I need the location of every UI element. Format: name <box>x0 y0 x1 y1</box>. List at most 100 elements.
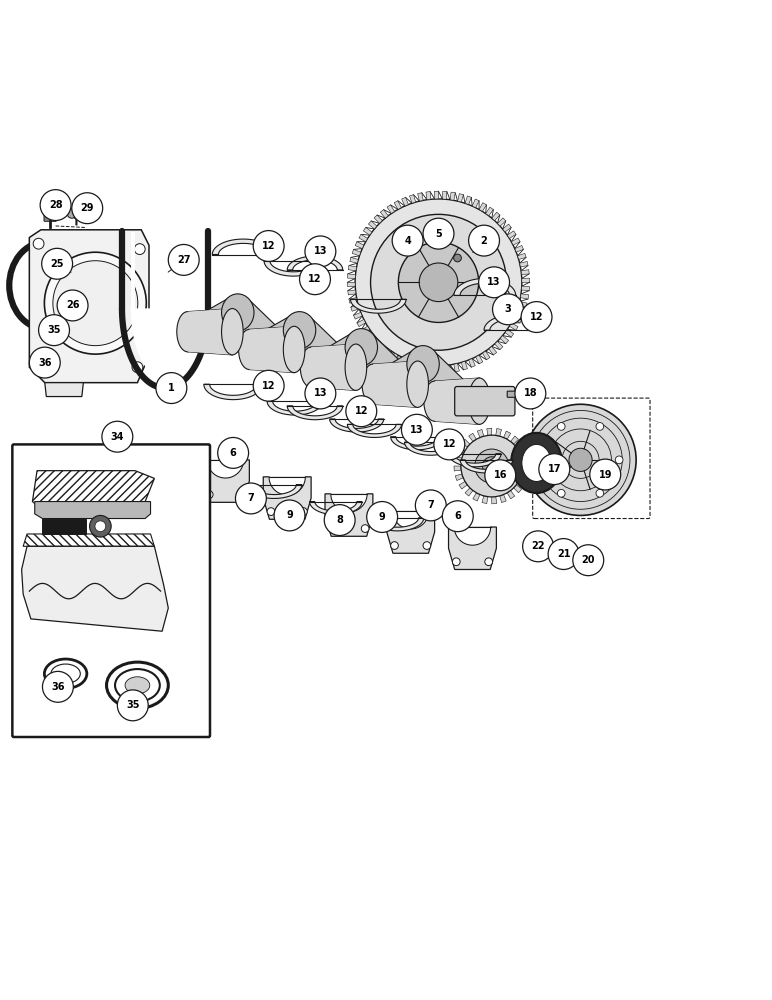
Polygon shape <box>387 205 394 214</box>
Polygon shape <box>519 478 527 485</box>
Polygon shape <box>347 424 401 437</box>
Circle shape <box>434 429 465 460</box>
Text: 36: 36 <box>51 682 65 692</box>
Circle shape <box>361 525 369 532</box>
Polygon shape <box>418 193 423 201</box>
Text: 3: 3 <box>505 304 511 314</box>
Polygon shape <box>398 357 405 366</box>
Ellipse shape <box>522 444 551 481</box>
Polygon shape <box>204 384 262 400</box>
Text: 9: 9 <box>286 510 293 520</box>
Circle shape <box>423 542 431 549</box>
Ellipse shape <box>239 329 260 370</box>
Polygon shape <box>503 431 510 439</box>
Circle shape <box>523 531 554 562</box>
Circle shape <box>392 225 423 256</box>
Polygon shape <box>510 323 518 330</box>
Circle shape <box>267 508 275 515</box>
Circle shape <box>557 489 565 497</box>
Polygon shape <box>510 436 519 444</box>
Text: 12: 12 <box>262 241 276 251</box>
Polygon shape <box>392 511 429 529</box>
Polygon shape <box>368 221 377 229</box>
Circle shape <box>454 254 462 262</box>
Polygon shape <box>462 361 467 370</box>
Ellipse shape <box>469 378 490 424</box>
Polygon shape <box>311 344 356 390</box>
Circle shape <box>324 505 355 536</box>
Circle shape <box>615 456 623 464</box>
Polygon shape <box>378 344 385 352</box>
Polygon shape <box>348 290 356 295</box>
Polygon shape <box>310 502 362 515</box>
Polygon shape <box>264 261 323 276</box>
Polygon shape <box>515 246 523 252</box>
Circle shape <box>493 294 523 325</box>
Polygon shape <box>487 428 492 435</box>
Circle shape <box>235 483 266 514</box>
Polygon shape <box>454 527 491 545</box>
Circle shape <box>590 459 621 490</box>
Ellipse shape <box>345 329 378 366</box>
Text: 21: 21 <box>557 549 571 559</box>
Text: 1: 1 <box>168 383 174 393</box>
Circle shape <box>205 491 213 498</box>
Text: 6: 6 <box>230 448 236 458</box>
Polygon shape <box>462 439 470 447</box>
Polygon shape <box>384 350 433 400</box>
Ellipse shape <box>125 677 150 694</box>
Circle shape <box>305 236 336 267</box>
Text: 12: 12 <box>530 312 543 322</box>
Polygon shape <box>330 419 384 432</box>
Polygon shape <box>263 477 311 519</box>
Polygon shape <box>201 460 249 502</box>
Circle shape <box>52 261 137 346</box>
Polygon shape <box>287 319 348 381</box>
Circle shape <box>36 366 46 376</box>
Polygon shape <box>249 326 294 373</box>
Polygon shape <box>522 286 530 291</box>
Polygon shape <box>459 481 467 489</box>
Polygon shape <box>260 316 310 366</box>
FancyBboxPatch shape <box>507 391 523 397</box>
Polygon shape <box>446 365 451 373</box>
Ellipse shape <box>345 344 367 390</box>
Polygon shape <box>348 266 357 271</box>
Circle shape <box>102 421 133 452</box>
Ellipse shape <box>107 662 168 708</box>
Text: 26: 26 <box>66 300 80 310</box>
Polygon shape <box>322 333 371 383</box>
Circle shape <box>72 193 103 224</box>
Polygon shape <box>22 546 168 631</box>
Polygon shape <box>411 353 472 415</box>
Polygon shape <box>522 470 530 476</box>
Circle shape <box>419 263 458 302</box>
Polygon shape <box>350 299 406 313</box>
Circle shape <box>300 508 307 515</box>
Polygon shape <box>426 192 431 200</box>
Circle shape <box>329 525 337 532</box>
Ellipse shape <box>222 309 243 355</box>
Text: 13: 13 <box>410 425 424 435</box>
Circle shape <box>461 435 523 497</box>
Text: 16: 16 <box>493 470 507 480</box>
Polygon shape <box>435 378 479 424</box>
Text: 36: 36 <box>38 358 52 368</box>
Polygon shape <box>246 485 302 498</box>
Polygon shape <box>516 443 524 451</box>
Polygon shape <box>457 447 465 454</box>
Polygon shape <box>349 336 410 398</box>
Text: 6: 6 <box>455 511 461 521</box>
Polygon shape <box>207 460 244 478</box>
Polygon shape <box>482 496 488 504</box>
Circle shape <box>346 396 377 427</box>
Circle shape <box>537 539 544 547</box>
Polygon shape <box>29 230 149 383</box>
Text: 13: 13 <box>487 277 501 287</box>
Ellipse shape <box>424 381 445 421</box>
Circle shape <box>442 501 473 532</box>
Circle shape <box>57 290 88 321</box>
Text: 7: 7 <box>248 493 254 503</box>
Text: 19: 19 <box>598 470 612 480</box>
Polygon shape <box>42 519 86 534</box>
